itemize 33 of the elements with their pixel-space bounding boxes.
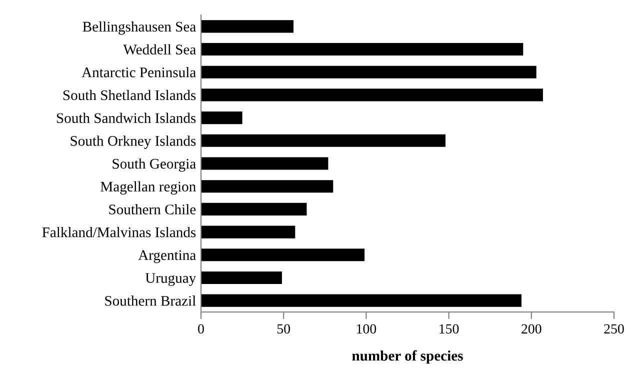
y-tick-label: Bellingshausen Sea [82, 21, 196, 35]
bar [201, 112, 242, 124]
bar [201, 42, 524, 56]
bar [201, 157, 328, 170]
y-tick-label: Weddell Sea [123, 44, 196, 55]
bar [201, 294, 522, 307]
bar [201, 226, 296, 238]
x-tick-label: 100 [357, 324, 376, 334]
y-tick-label: Falkland/Malvinas Islands [42, 226, 196, 238]
y-tick-label: South Sandwich Islands [56, 112, 196, 124]
bar [201, 20, 294, 33]
bar [201, 88, 543, 102]
x-tick-label: 0 [198, 324, 204, 334]
x-tick-label: 50 [277, 324, 290, 334]
x-tick-label: 200 [522, 324, 542, 334]
y-tick-label: South Orkney Islands [70, 136, 196, 149]
y-tick-label: Southern Chile [109, 204, 196, 214]
bar [201, 134, 446, 147]
x-tick-label: 150 [440, 324, 459, 334]
bar [201, 66, 536, 78]
x-tick-label: 250 [604, 324, 624, 334]
y-tick-label: Uruguay [145, 273, 196, 286]
y-tick-label: South Shetland Islands [63, 90, 196, 100]
bar [201, 271, 282, 284]
bar [201, 248, 365, 262]
y-tick-label: Magellan region [100, 181, 196, 195]
y-tick-label: Antarctic Peninsula [82, 67, 196, 78]
bar [201, 180, 334, 193]
y-tick-label: South Georgia [112, 158, 196, 172]
y-tick-label: Southern Brazil [105, 296, 196, 306]
x-axis-title: number of species [352, 350, 463, 364]
bar [201, 202, 307, 216]
y-tick-label: Argentina [138, 250, 196, 264]
